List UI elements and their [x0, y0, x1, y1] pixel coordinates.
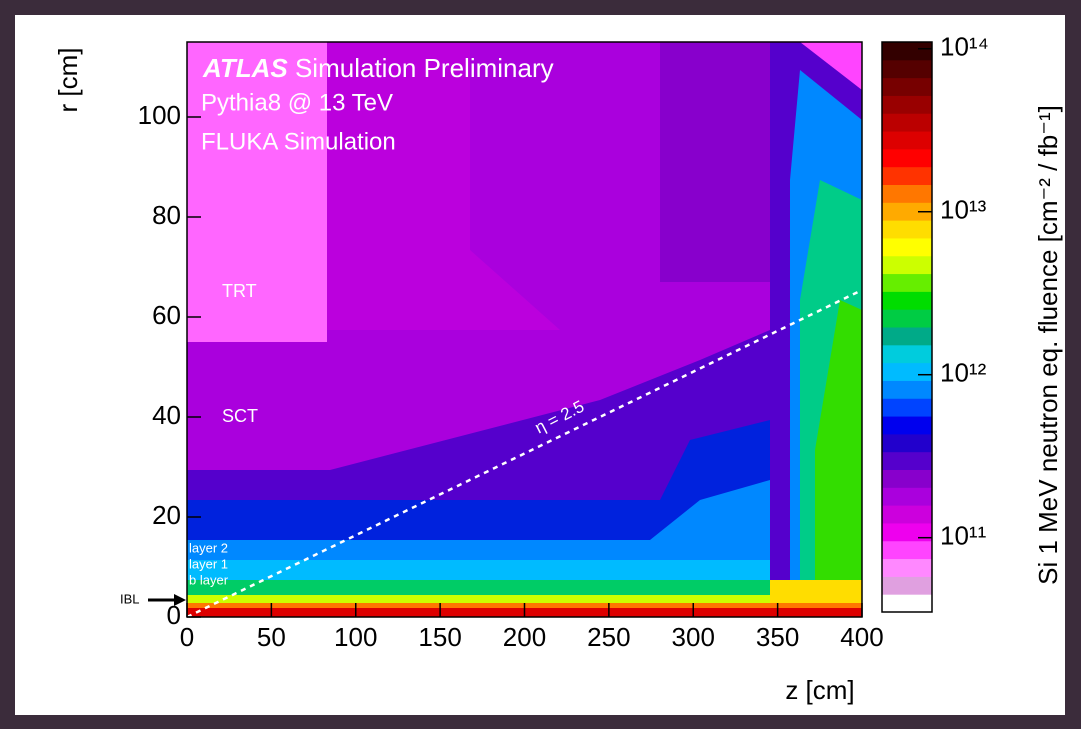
x-axis-label: z [cm] [785, 675, 854, 705]
subtitle: Simulation Preliminary [295, 53, 554, 83]
colorbar-segment [882, 380, 932, 399]
annotation: Pythia8 @ 13 TeV [201, 89, 393, 116]
colorbar-tick-label: 10¹¹ [940, 521, 987, 551]
colorbar-segment [882, 433, 932, 453]
y-tick-label: 40 [152, 400, 181, 430]
colorbar-segment [882, 309, 932, 328]
fluence-map [186, 41, 863, 619]
colorbar-segment [882, 416, 932, 435]
colorbar-segment [882, 469, 932, 488]
colorbar-segment [882, 237, 932, 257]
colorbar-label: Si 1 MeV neutron eq. fluence [cm⁻² / fb⁻… [1033, 105, 1063, 585]
y-tick-label: 20 [152, 500, 181, 530]
colorbar-segment [882, 540, 932, 560]
colorbar-segment [882, 255, 932, 275]
title-atlas: ATLAS [202, 53, 288, 83]
x-tick-label: 300 [672, 622, 715, 652]
colorbar-segment [882, 327, 932, 346]
colorbar-segment [882, 42, 932, 61]
colorbar-segment [882, 131, 932, 150]
title: ATLAS Simulation Preliminary [202, 53, 554, 83]
colorbar-segment [882, 77, 932, 96]
region-label: TRT [222, 281, 257, 301]
colorbar-segment [882, 202, 932, 221]
colorbar-segment [882, 166, 932, 185]
region-label: b layer [189, 572, 229, 587]
x-tick-label: 0 [180, 622, 194, 652]
y-tick-label: 0 [167, 600, 181, 630]
region-label: IBL [120, 591, 140, 606]
colorbar-segment [882, 487, 932, 506]
colorbar-segment [882, 505, 932, 524]
y-tick-label: 80 [152, 200, 181, 230]
y-tick-label: 60 [152, 300, 181, 330]
colorbar-tick-label: 10¹³ [940, 195, 987, 225]
colorbar-segment [882, 344, 932, 364]
colorbar-segment [882, 113, 932, 132]
x-tick-label: 200 [503, 622, 546, 652]
x-tick-label: 400 [840, 622, 883, 652]
colorbar-segment [882, 95, 932, 114]
colorbar-segment [882, 362, 932, 381]
y-tick-label: 100 [138, 100, 181, 130]
x-tick-label: 100 [334, 622, 377, 652]
arrow-head [174, 594, 186, 606]
y-axis-label: r [cm] [53, 48, 83, 113]
x-tick-label: 350 [756, 622, 799, 652]
x-tick-label: 250 [587, 622, 630, 652]
colorbar-segment [882, 558, 932, 577]
colorbar-segment [882, 220, 932, 239]
x-tick-label: 50 [257, 622, 286, 652]
colorbar-frame [881, 41, 933, 613]
region-label: SCT [222, 406, 258, 426]
annotation: FLUKA Simulation [201, 128, 396, 155]
colorbar-segment [882, 522, 932, 542]
colorbar-segment [882, 273, 932, 292]
colorbar-tick-label: 10¹⁴ [940, 32, 989, 62]
colorbar-tick-label: 10¹² [940, 358, 987, 388]
region-label: layer 1 [189, 556, 228, 571]
colorbar-segment [882, 576, 932, 595]
colorbar-segment [882, 398, 932, 417]
colorbar-segment [882, 291, 932, 310]
x-tick-label: 150 [418, 622, 461, 652]
colorbar-segment [882, 148, 932, 168]
colorbar-segment [882, 451, 932, 470]
region-label: layer 2 [189, 540, 228, 555]
colorbar-segment [882, 59, 932, 79]
colorbar-segment [882, 594, 932, 613]
colorbar-segment [882, 184, 932, 203]
